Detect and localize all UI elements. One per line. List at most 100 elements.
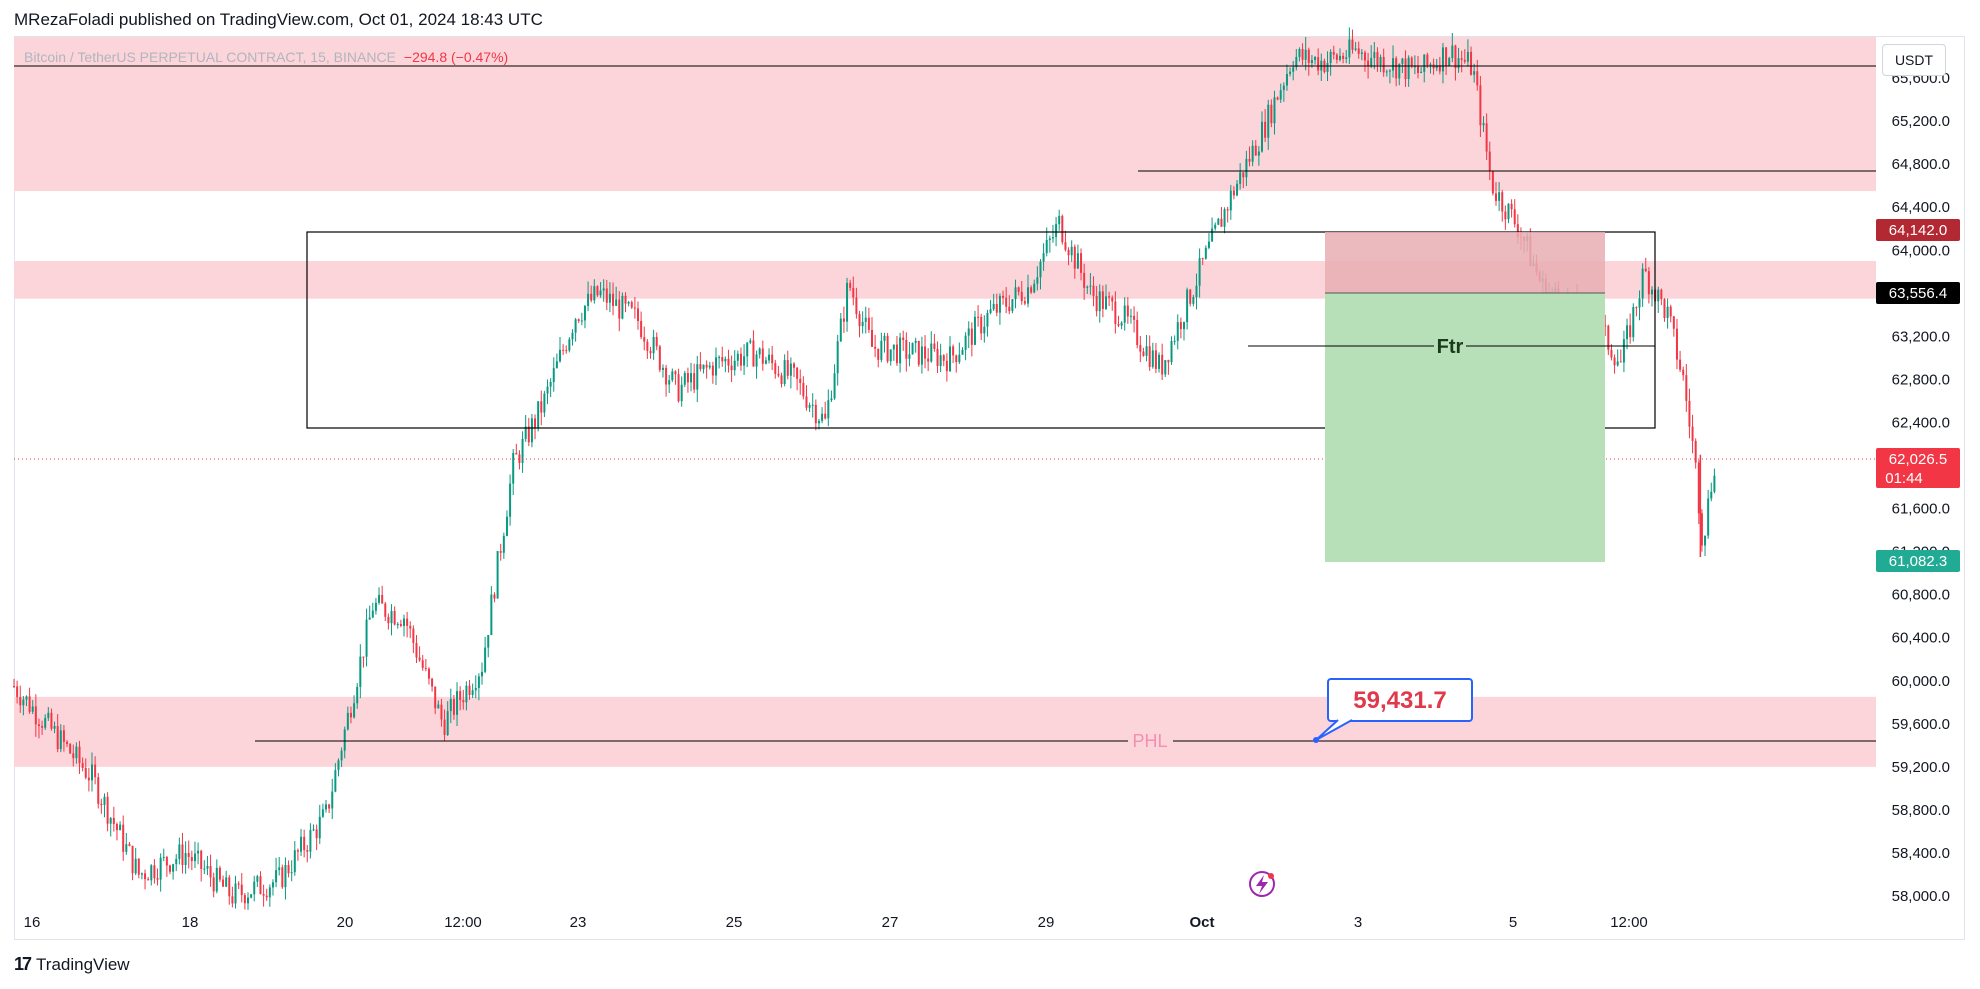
candle-up [580, 320, 583, 322]
chart-frame [14, 36, 1965, 940]
stop-price-label-bg [1876, 219, 1960, 241]
candle-up [559, 349, 561, 362]
candle-down [1376, 52, 1379, 66]
candle-up [1245, 158, 1248, 178]
candle-up [1304, 49, 1307, 60]
candle-up [524, 426, 527, 439]
candle-down [646, 341, 649, 351]
candle-down [1479, 85, 1482, 126]
stop-price-label: 64,142.0 [1889, 222, 1947, 239]
candle-up [474, 687, 477, 691]
candle-down [1254, 145, 1257, 156]
candle-down [259, 876, 262, 895]
candle-up [206, 866, 209, 869]
candle-up [119, 824, 122, 831]
candle-down [924, 346, 927, 359]
candle-down [427, 668, 430, 679]
candle-up [253, 881, 256, 895]
candle-up [986, 312, 989, 327]
candle-down [774, 363, 777, 374]
candle-up [961, 349, 964, 355]
time-axis-tick: 16 [24, 914, 41, 931]
candle-up [724, 358, 727, 362]
time-axis-tick: 25 [726, 914, 743, 931]
candle-up [1158, 354, 1161, 369]
candle-up [353, 703, 356, 718]
symbol-legend[interactable]: Bitcoin / TetherUS PERPETUAL CONTRACT, 1… [24, 49, 508, 65]
candle-down [1395, 58, 1398, 79]
candle-down [1513, 209, 1516, 225]
candle-down [1488, 151, 1491, 171]
candle-up [683, 373, 686, 385]
candle-down [643, 337, 646, 342]
candle-up [1641, 268, 1644, 299]
candle-up [1070, 246, 1073, 256]
candle-down [156, 878, 159, 880]
candle-up [268, 887, 271, 898]
candle-down [19, 696, 22, 706]
candle-up [325, 804, 327, 810]
candle-up [1626, 325, 1629, 340]
candle-up [1651, 289, 1653, 295]
candle-down [362, 656, 365, 658]
candle-up [1151, 350, 1154, 367]
candle-up [109, 818, 112, 824]
candle-down [805, 396, 808, 408]
candle-down [1136, 319, 1139, 346]
candle-down [122, 824, 125, 852]
candle-down [1139, 345, 1142, 352]
candle-down [328, 804, 331, 809]
candle-down [780, 375, 783, 385]
candle-up [914, 340, 917, 343]
candle-down [1644, 268, 1647, 272]
candle-up [343, 729, 346, 751]
candle-up [275, 870, 278, 883]
candle-down [902, 337, 905, 340]
tradingview-logo[interactable]: 17 TradingView [14, 954, 130, 975]
candle-down [165, 856, 168, 866]
candle-up [690, 373, 693, 383]
candle-up [652, 336, 655, 354]
candle-down [1613, 357, 1616, 366]
candle-up [1098, 291, 1101, 312]
candle-up [583, 305, 586, 321]
candle-down [1276, 97, 1279, 100]
candle-down [1133, 315, 1136, 320]
candle-up [1435, 65, 1438, 69]
price-axis-tick: 60,400.0 [1892, 630, 1950, 647]
candle-up [284, 864, 287, 888]
candle-down [1335, 54, 1338, 60]
candle-down [933, 343, 936, 349]
candle-down [1080, 253, 1083, 273]
candle-up [159, 857, 162, 880]
candle-down [1220, 218, 1223, 227]
price-axis-tick: 59,200.0 [1892, 759, 1950, 776]
candle-up [225, 877, 228, 887]
candle-down [303, 836, 306, 851]
candle-down [84, 768, 87, 778]
candle-down [624, 295, 627, 304]
candle-up [334, 770, 337, 792]
candle-up [1164, 360, 1167, 375]
candle-up [911, 342, 914, 355]
candle-down [222, 879, 225, 887]
candle-down [1201, 258, 1204, 260]
candle-up [736, 353, 739, 361]
candle-down [443, 719, 446, 735]
candle-up [1211, 228, 1214, 242]
candle-up [836, 341, 839, 374]
candle-up [505, 516, 508, 536]
candle-up [615, 299, 618, 306]
candle-down [730, 365, 733, 371]
candle-down [871, 329, 873, 347]
currency-button[interactable]: USDT [1882, 44, 1946, 76]
candle-up [992, 303, 995, 310]
candle-down [1332, 51, 1335, 55]
candle-up [346, 712, 349, 730]
candle-up [403, 618, 405, 626]
candle-down [393, 610, 396, 625]
candle-down [1691, 426, 1694, 441]
lightning-icon [1249, 871, 1275, 897]
target-price-label-bg [1876, 550, 1960, 572]
